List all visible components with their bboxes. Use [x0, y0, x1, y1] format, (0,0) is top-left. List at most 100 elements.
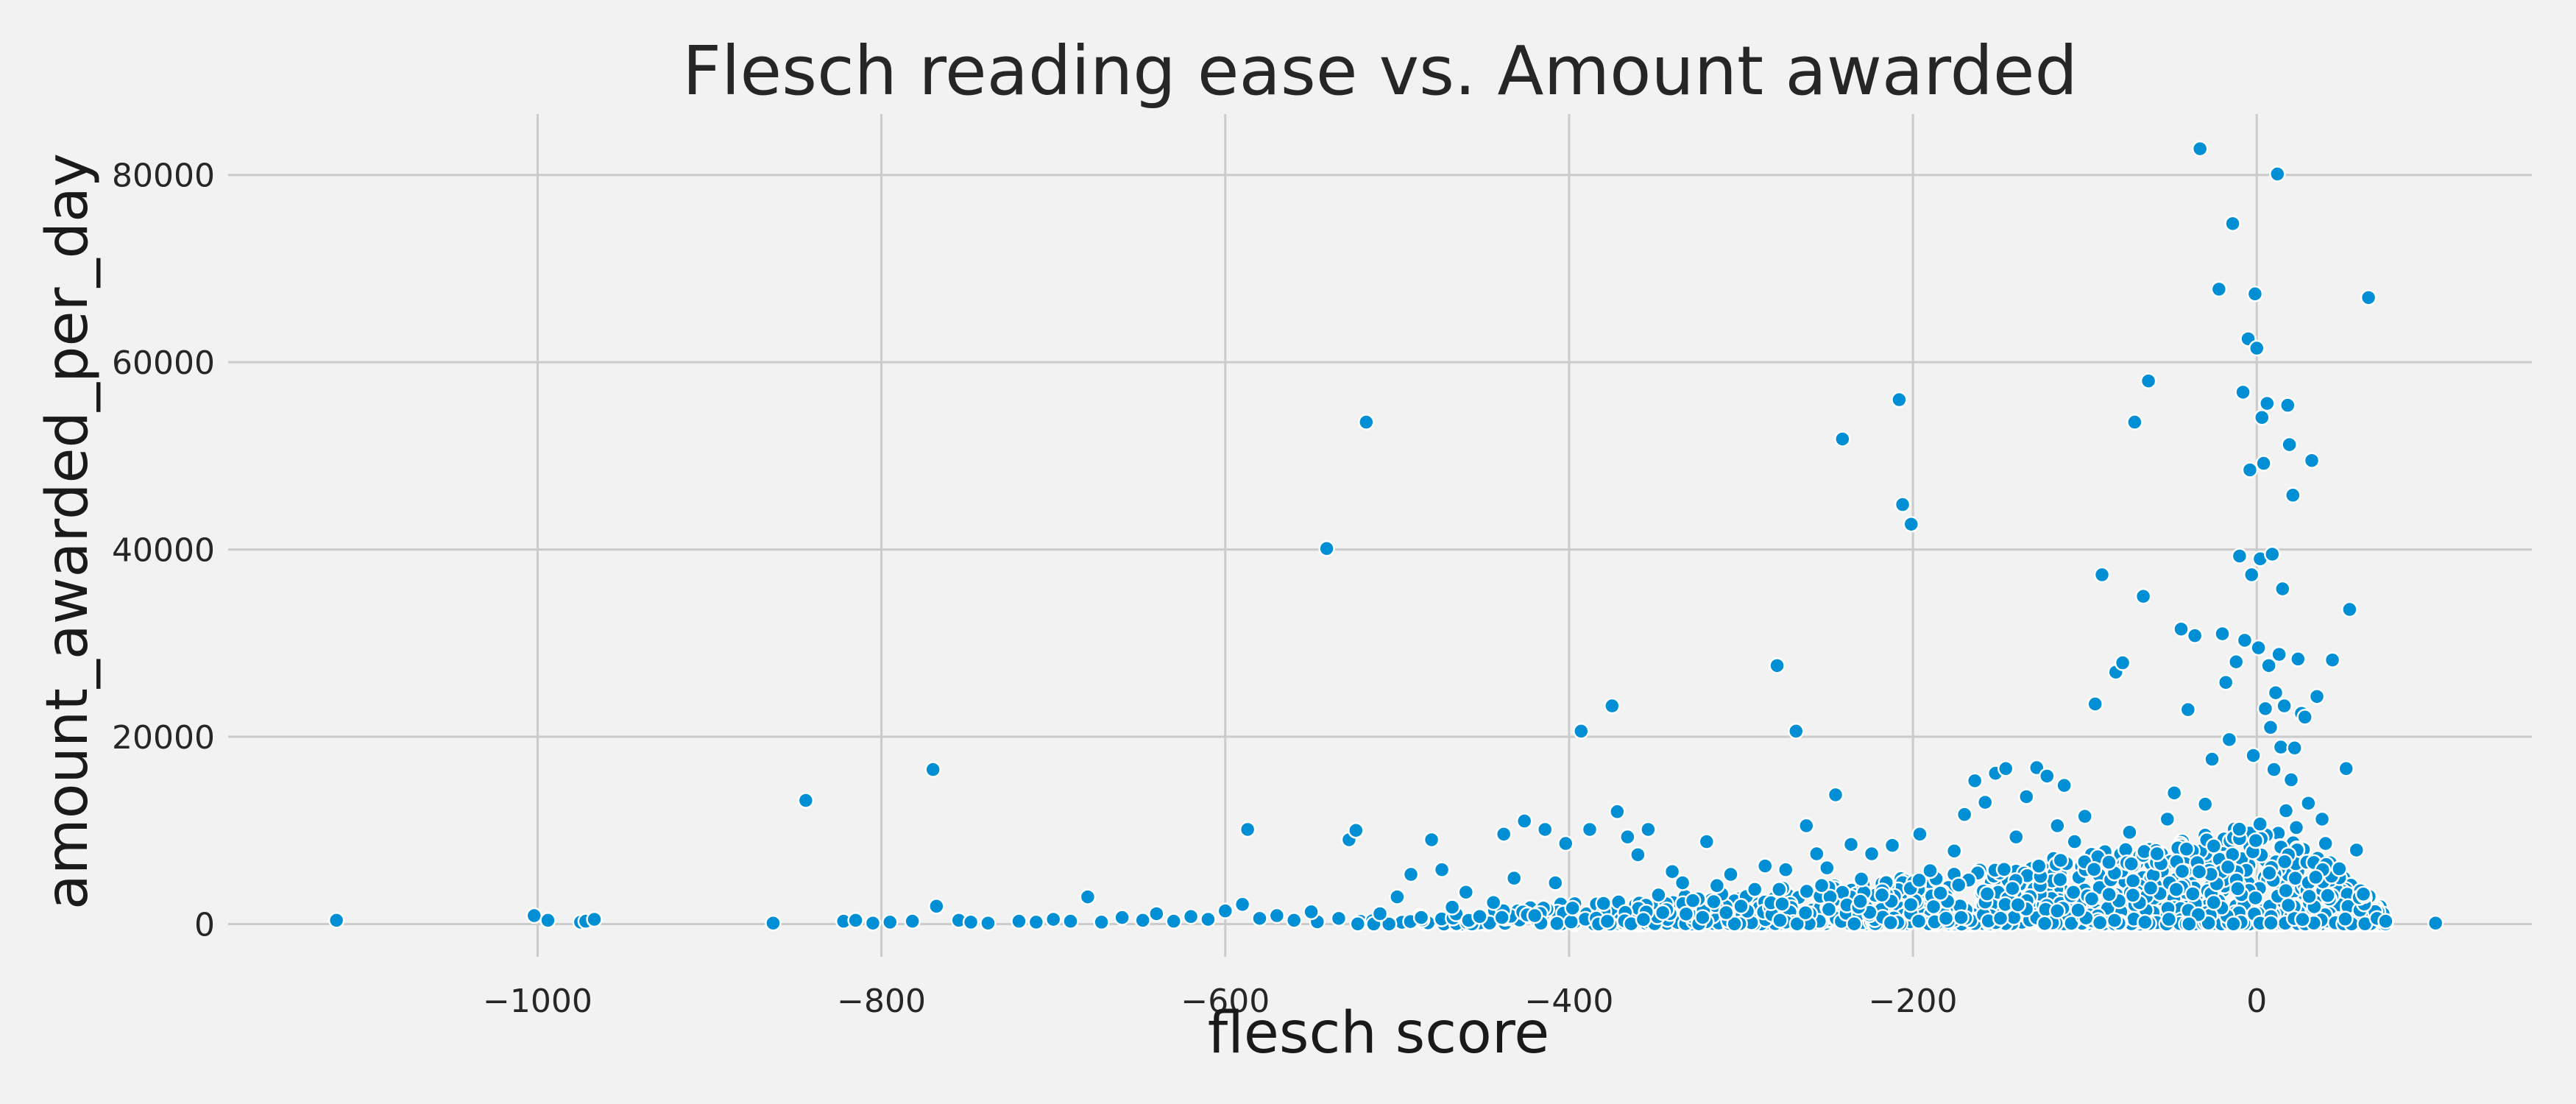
data-point [1412, 909, 1430, 926]
data-point [2241, 461, 2259, 478]
data-point [2124, 887, 2142, 904]
data-point [1165, 913, 1182, 930]
data-point [904, 913, 921, 930]
data-point [2259, 394, 2276, 412]
data-point [2262, 914, 2279, 932]
data-point [1609, 803, 1626, 821]
data-point [2341, 601, 2358, 618]
data-point [1526, 907, 1543, 924]
data-point [2184, 885, 2201, 902]
data-point [1674, 874, 1691, 891]
data-point [2264, 545, 2281, 563]
x-tick-label: −800 [837, 983, 926, 1020]
data-point [1827, 786, 1844, 804]
data-point [2331, 860, 2348, 877]
data-point [2285, 486, 2301, 504]
x-tick-labels: −1000 −800 −600 −400 −200 0 [483, 983, 2267, 1020]
data-point [2279, 896, 2297, 914]
data-point [847, 912, 864, 929]
data-point [2272, 738, 2290, 756]
data-point [1148, 905, 1165, 922]
data-point [2231, 548, 2248, 565]
data-point [1549, 915, 1565, 933]
data-point [2101, 886, 2117, 903]
data-point [2274, 580, 2291, 598]
data-point [2049, 817, 2066, 835]
y-axis-label: amount_awarded_per_day [35, 153, 101, 910]
data-point [1684, 892, 1702, 909]
data-point [2018, 788, 2035, 805]
y-tick-label: 80000 [112, 158, 215, 195]
data-point [2114, 654, 2131, 671]
data-point [2165, 785, 2183, 802]
data-point [1654, 904, 1671, 921]
data-point [2106, 912, 2123, 929]
data-point [1619, 828, 1636, 846]
data-point [1694, 909, 1711, 926]
data-point [2303, 452, 2321, 469]
data-point [2148, 845, 2166, 863]
data-point [2319, 887, 2336, 905]
data-point [1536, 821, 1554, 838]
data-point [1044, 910, 1062, 928]
data-point [1423, 831, 1440, 849]
data-point [539, 912, 556, 929]
data-point [526, 907, 543, 924]
data-point [1769, 657, 1786, 674]
data-point [1330, 910, 1348, 927]
data-point [2246, 286, 2264, 302]
data-point [1708, 877, 1726, 894]
data-point [1485, 894, 1502, 911]
data-point [1698, 833, 1716, 850]
data-point [2196, 796, 2214, 813]
data-point [1495, 826, 1512, 843]
data-point [1774, 895, 1791, 913]
data-point [928, 898, 945, 915]
data-point [980, 914, 997, 932]
data-point [2004, 880, 2021, 897]
data-point [2337, 910, 2354, 927]
data-point [2427, 914, 2444, 932]
data-point [1798, 882, 1816, 900]
x-tick-label: −400 [1525, 983, 1614, 1020]
data-point [1932, 885, 1949, 902]
data-point [2290, 651, 2307, 668]
data-point [2260, 657, 2277, 674]
data-point [2091, 914, 2109, 931]
chart-title: Flesch reading ease vs. Amount awarded [682, 32, 2078, 110]
data-point [1268, 907, 1286, 924]
data-point [1062, 913, 1079, 930]
data-point [2257, 700, 2274, 718]
data-point [1995, 861, 2013, 878]
data-point [1771, 881, 1788, 898]
data-point [1134, 912, 1151, 929]
data-point [2224, 215, 2241, 233]
data-point [2229, 880, 2246, 897]
data-point [1443, 899, 1461, 916]
data-point [2251, 815, 2268, 832]
data-point [962, 913, 980, 931]
data-point [1788, 723, 1805, 740]
data-point [2219, 858, 2237, 876]
data-point [1820, 901, 1838, 918]
x-tick-label: −600 [1181, 983, 1270, 1020]
data-point [1563, 913, 1579, 930]
data-point [1852, 893, 1869, 910]
data-point [1505, 869, 1523, 887]
data-point [1808, 845, 1825, 863]
data-point [2360, 289, 2377, 306]
data-point [1564, 899, 1581, 917]
data-point [2036, 915, 2053, 932]
data-point [1114, 909, 1130, 926]
data-point [2296, 709, 2313, 726]
data-point [2234, 383, 2251, 401]
scatter-points [328, 140, 2444, 933]
data-point [1797, 904, 1814, 921]
data-point [1239, 821, 1256, 838]
data-point [1581, 821, 1599, 838]
data-point [2180, 916, 2198, 933]
data-point [2287, 819, 2305, 836]
data-point [2124, 872, 2142, 890]
data-point [2064, 884, 2082, 901]
data-point [1093, 913, 1110, 931]
